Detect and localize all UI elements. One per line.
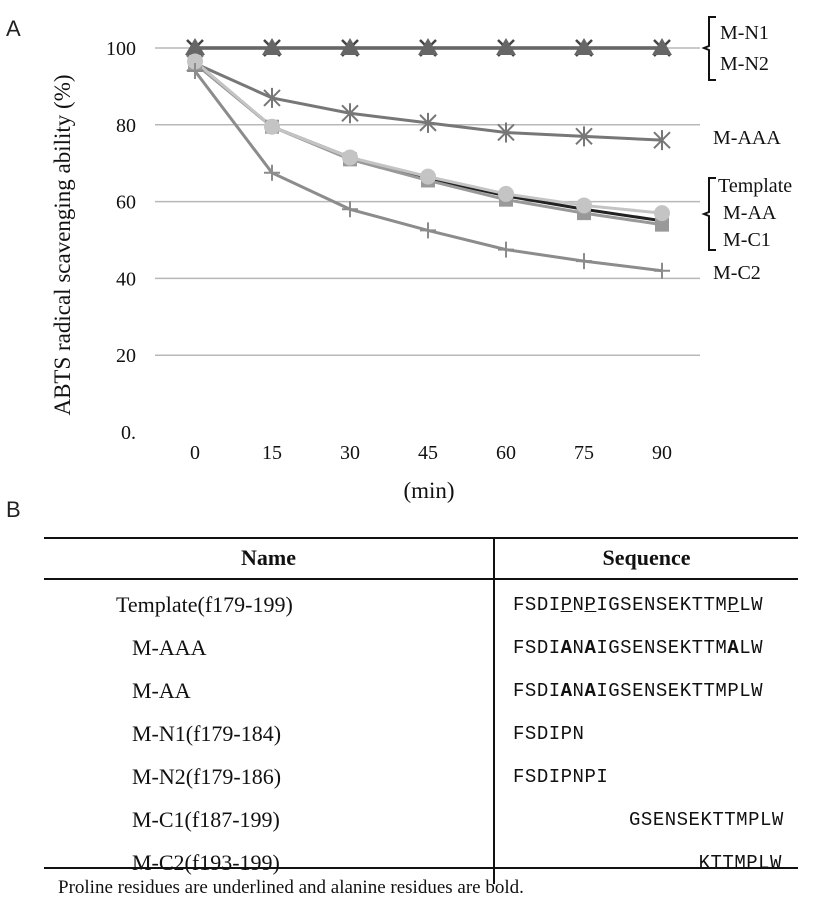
line-chart: 0. 20 40 60 80 100 0 15 30 45 60 75 90 M-N1 M-N2 M-A… [50,16,792,503]
x-tick-label: 0 [190,442,200,464]
series-markers [185,38,672,279]
y-tick-label: 60 [116,192,136,214]
data-point-maaa [653,130,671,151]
row-name: M-AAA [44,626,495,669]
data-point-mn2 [496,38,516,55]
data-point-maaa [263,87,281,108]
data-point-maaa [497,122,515,143]
table-row: M-AAA FSDIANAIGSENSEKTTMALW [44,626,798,669]
data-point-mc1 [187,53,203,70]
annotation-mn2: M-N2 [720,53,769,75]
table-row: M-N2(f179-186) FSDIPNPI [44,755,798,798]
row-name: M-AA [44,669,495,712]
annotation-maa: M-AA [723,202,777,224]
row-sequence: FSDIANAIGSENSEKTTMPLW [513,679,764,702]
grid-lines [155,47,700,356]
data-point-mc2 [264,164,280,181]
row-name: M-C2(f193-199) [44,841,495,884]
data-point-mc1 [342,149,358,166]
data-point-maaa [419,112,437,133]
row-name: M-N2(f179-186) [44,755,495,798]
data-point-mc2 [420,222,436,239]
row-sequence: FSDIPNPI [513,765,609,788]
x-tick-label: 90 [652,442,672,464]
row-name: Template(f179-199) [44,579,495,626]
data-point-mc2 [342,201,358,218]
table-row: Template(f179-199) FSDIPNPIGSENSEKTTMPLW [44,579,798,626]
data-point-mc2 [654,262,670,279]
y-tick-label: 40 [116,268,136,290]
data-point-maa [655,217,669,232]
annotation-mc1: M-C1 [723,229,771,251]
x-tick-label: 75 [574,442,594,464]
row-sequence: FSDIANAIGSENSEKTTMALW [513,636,764,659]
panel-a-label: A [6,16,21,41]
data-point-mc1 [264,118,280,135]
data-point-mc2 [187,63,203,80]
table-row: M-C1(f187-199) GSENSEKTTMPLW [44,798,798,841]
footnote: Proline residues are underlined and alan… [58,877,524,898]
data-point-mc1 [420,168,436,185]
data-point-mn2 [340,38,360,55]
row-sequence: KTTMPLW [698,851,782,874]
y-tick-label: 80 [116,115,136,137]
data-point-mc2 [498,241,514,258]
data-point-mc1 [498,185,514,202]
x-axis-label: (min) [403,478,454,503]
row-sequence: FSDIPNPIGSENSEKTTMPLW [513,593,764,616]
row-sequence: FSDIPN [513,722,585,745]
series-annotations: M-N1 M-N2 M-AAA Template M-AA M-C1 M-C2 [701,16,792,284]
data-point-mn2 [262,38,282,55]
data-point-mn2 [185,38,205,55]
row-sequence: GSENSEKTTMPLW [629,808,784,831]
data-point-mn2 [574,38,594,55]
table-header-row: Name Sequence [44,538,798,580]
x-tick-label: 15 [262,442,282,464]
data-point-mc2 [576,253,592,270]
bracket-template [701,177,716,251]
table-row: M-N1(f179-184) FSDIPN [44,712,798,755]
data-point-maaa [575,126,593,147]
row-name: M-N1(f179-184) [44,712,495,755]
y-tick-label: 0. [121,422,136,444]
y-axis-label: ABTS radical scavenging ability (%) [50,74,75,415]
annotation-mn1: M-N1 [720,22,769,44]
table-bottom-rule [44,867,798,869]
annotation-template: Template [718,175,792,197]
data-point-mc1 [576,197,592,214]
annotation-mc2: M-C2 [713,262,761,284]
bracket-mn [701,16,716,81]
x-tick-label: 60 [496,442,516,464]
table-row: M-AA FSDIANAIGSENSEKTTMPLW [44,669,798,712]
data-point-mc1 [654,205,670,222]
annotation-maaa: M-AAA [713,127,781,149]
x-tick-label: 45 [418,442,438,464]
data-point-maaa [341,103,359,124]
table-row: M-C2(f193-199) KTTMPLW [44,841,798,884]
tick-labels: 0. 20 40 60 80 100 0 15 30 45 60 75 90 [106,38,672,464]
row-name: M-C1(f187-199) [44,798,495,841]
header-name: Name [44,538,495,580]
y-tick-label: 100 [106,38,136,60]
sequence-table: Name Sequence Template(f179-199) FSDIPNPI… [44,538,798,884]
x-tick-label: 30 [340,442,360,464]
y-tick-label: 20 [116,345,136,367]
header-sequence: Sequence [494,538,798,580]
panel-b-label: B [6,497,21,522]
data-point-mn2 [418,38,438,55]
series-line-template [194,62,663,223]
data-point-mn2 [652,38,672,55]
